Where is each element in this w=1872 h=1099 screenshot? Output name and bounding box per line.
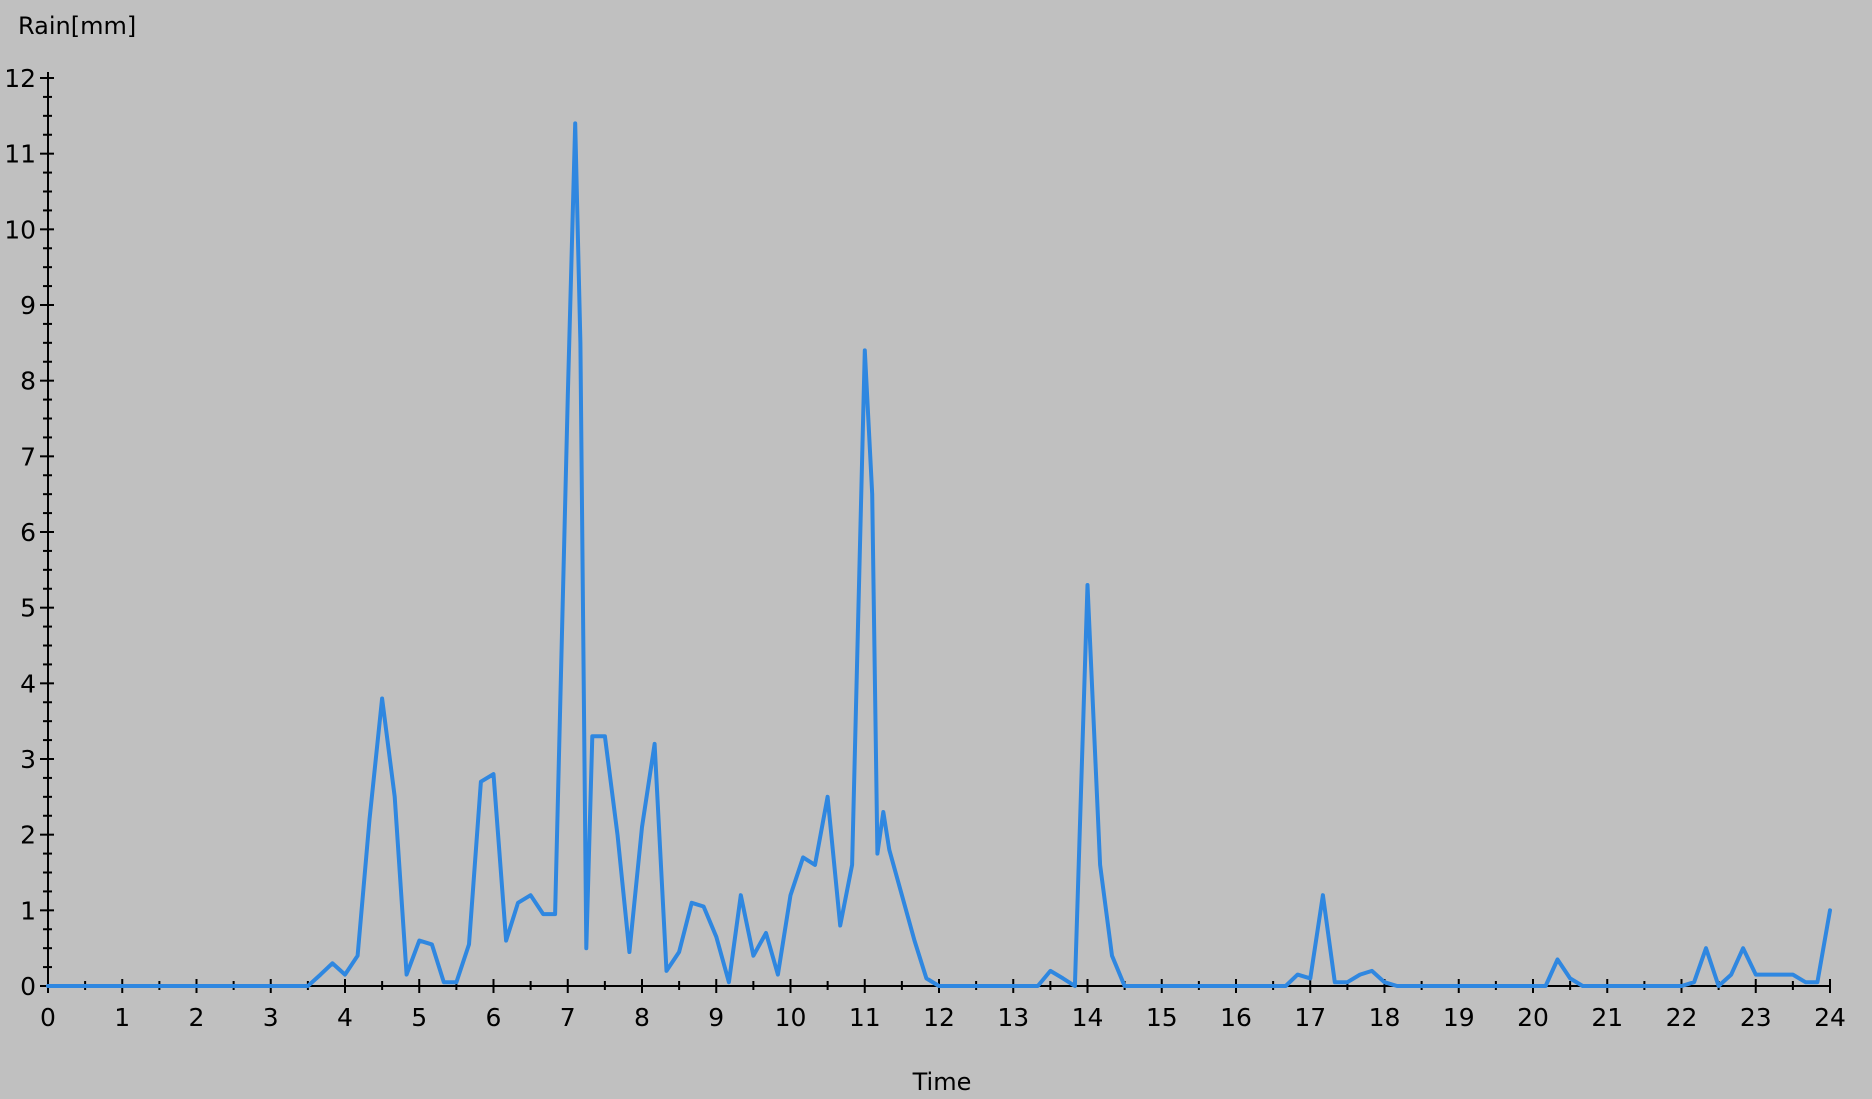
y-axis-title: Rain[mm] xyxy=(18,12,136,40)
x-tick-label: 19 xyxy=(1443,1003,1475,1032)
x-tick-label: 4 xyxy=(337,1003,353,1032)
x-tick-label: 2 xyxy=(189,1003,205,1032)
y-tick-label: 2 xyxy=(20,821,36,850)
rain-series-line xyxy=(46,121,1832,988)
x-tick-label: 13 xyxy=(997,1003,1029,1032)
y-tick-label: 12 xyxy=(4,64,36,93)
x-tick-label: 18 xyxy=(1369,1003,1401,1032)
y-tick-label: 10 xyxy=(4,215,36,244)
x-tick-label: 5 xyxy=(411,1003,427,1032)
x-tick-label: 1 xyxy=(114,1003,130,1032)
x-tick-label: 24 xyxy=(1814,1003,1846,1032)
series-layer xyxy=(46,121,1832,988)
x-tick-label: 7 xyxy=(560,1003,576,1032)
x-tick-label: 6 xyxy=(486,1003,502,1032)
x-tick-label: 14 xyxy=(1072,1003,1104,1032)
x-tick-label: 20 xyxy=(1517,1003,1549,1032)
x-tick-label: 15 xyxy=(1146,1003,1178,1032)
x-tick-label: 12 xyxy=(923,1003,955,1032)
x-tick-label: 16 xyxy=(1220,1003,1252,1032)
x-tick-label: 10 xyxy=(775,1003,807,1032)
x-tick-label: 9 xyxy=(708,1003,724,1032)
x-tick-label: 0 xyxy=(40,1003,56,1032)
y-tick-label: 5 xyxy=(20,594,36,623)
y-tick-label: 3 xyxy=(20,745,36,774)
y-tick-label: 7 xyxy=(20,442,36,471)
x-axis-title: Time xyxy=(912,1068,972,1096)
x-tick-label: 3 xyxy=(263,1003,279,1032)
x-tick-label: 11 xyxy=(849,1003,881,1032)
x-tick-label: 21 xyxy=(1591,1003,1623,1032)
x-tick-label: 22 xyxy=(1666,1003,1698,1032)
y-tick-label: 6 xyxy=(20,518,36,547)
y-tick-label: 11 xyxy=(4,140,36,169)
y-tick-label: 8 xyxy=(20,367,36,396)
y-tick-label: 9 xyxy=(20,291,36,320)
x-tick-label: 23 xyxy=(1740,1003,1772,1032)
y-tick-label: 0 xyxy=(20,972,36,1001)
x-tick-label: 8 xyxy=(634,1003,650,1032)
x-tick-label: 17 xyxy=(1294,1003,1326,1032)
y-tick-label: 4 xyxy=(20,669,36,698)
y-tick-label: 1 xyxy=(20,896,36,925)
